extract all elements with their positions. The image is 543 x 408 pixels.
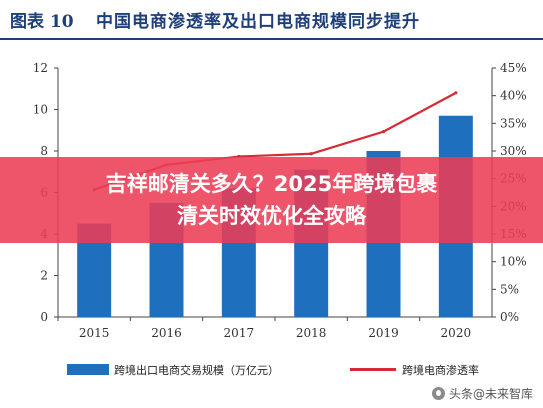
figure-title: 图表 10 中国电商渗透率及出口电商规模同步提升 — [0, 0, 543, 38]
legend-bar-swatch — [67, 364, 109, 375]
legend-line-swatch — [350, 368, 396, 371]
legend-line-label: 跨境电商渗透率 — [402, 364, 479, 377]
line-point-2019 — [381, 130, 386, 134]
figure-title-text: 中国电商渗透率及出口电商规模同步提升 — [96, 12, 420, 32]
watermark-logo-icon — [431, 387, 445, 400]
banner-line-1: 吉祥邮清关多久？2025年跨境包裹 — [105, 172, 438, 196]
title-rule — [0, 38, 543, 40]
figure-number: 图表 10 — [10, 12, 74, 32]
y-right-tick-label: 10% — [500, 255, 527, 269]
x-tick-label: 2018 — [296, 326, 327, 340]
legend-bar-label: 跨境出口电商交易规模（万亿元） — [114, 364, 279, 377]
y-right-tick-label: 40% — [500, 89, 527, 103]
y-left-tick-label: 0 — [40, 310, 48, 324]
y-left-tick-label: 12 — [33, 61, 48, 75]
y-right-tick-label: 35% — [500, 116, 527, 130]
y-right-tick-label: 5% — [500, 282, 519, 296]
x-tick-label: 2020 — [441, 326, 472, 340]
y-left-tick-label: 8 — [40, 144, 48, 158]
y-right-tick-label: 45% — [500, 61, 527, 75]
overlay-banner[interactable]: 吉祥邮清关多久？2025年跨境包裹 清关时效优化全攻略 — [0, 157, 543, 243]
line-point-2020 — [454, 91, 458, 95]
x-tick-label: 2017 — [224, 326, 255, 340]
x-tick-label: 2015 — [79, 326, 110, 340]
y-right-tick-label: 0% — [500, 310, 519, 324]
y-left-tick-label: 10 — [33, 103, 48, 117]
line-point-2018 — [309, 152, 313, 156]
y-left-tick-label: 2 — [40, 269, 48, 283]
banner-line-2: 清关时效优化全攻略 — [177, 204, 366, 228]
watermark: 头条@未来智库 — [431, 385, 533, 402]
watermark-text: 头条@未来智库 — [448, 387, 533, 401]
y-right-tick-label: 30% — [500, 144, 527, 158]
x-tick-label: 2016 — [151, 326, 182, 340]
x-tick-label: 2019 — [368, 326, 399, 340]
legend: 跨境出口电商交易规模（万亿元） 跨境电商渗透率 — [0, 355, 543, 377]
